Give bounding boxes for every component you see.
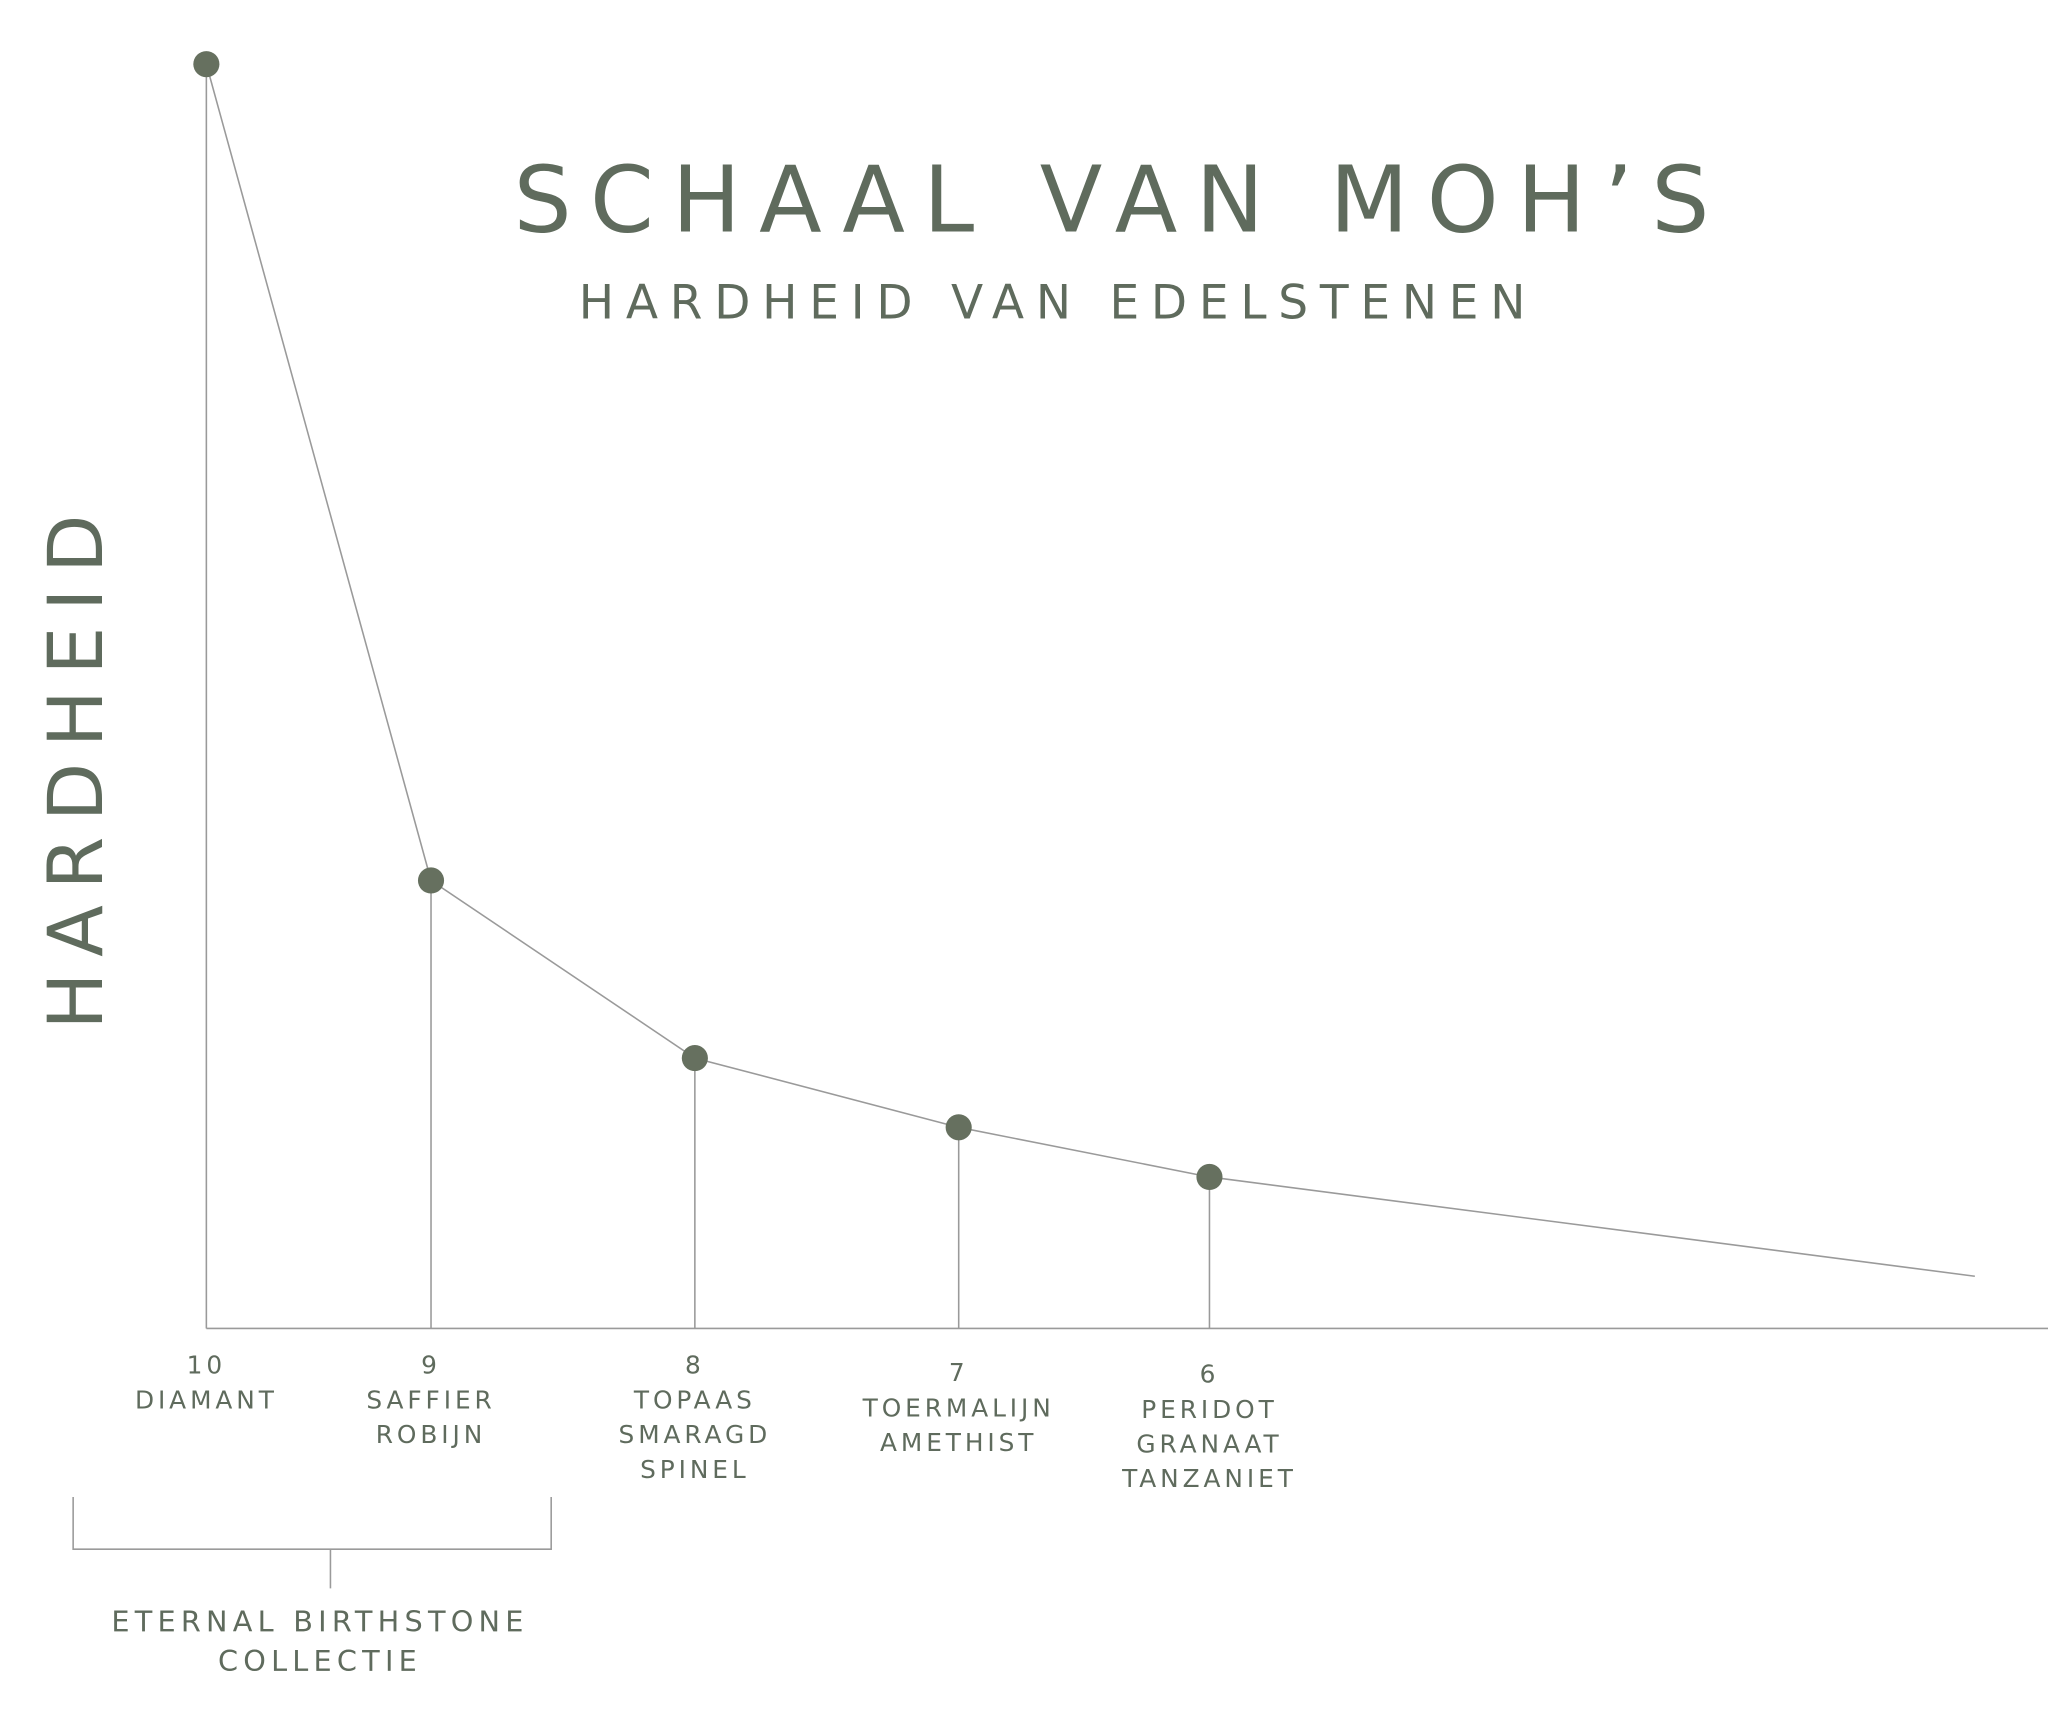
point	[1196, 1163, 1223, 1191]
value-label: 10	[187, 1350, 226, 1379]
point	[945, 1114, 972, 1141]
chart-subtitle: HARDHEID VAN EDELSTENEN	[579, 275, 1537, 330]
annotation: COLLECTIE	[218, 1644, 422, 1678]
line-tail	[1209, 1176, 1975, 1278]
y-axis-label: HARDHEID	[32, 499, 120, 1030]
value-label: 7	[949, 1358, 969, 1387]
category-label: ROBIJN	[376, 1420, 486, 1449]
value-label: 8	[685, 1350, 705, 1379]
category-label: SPINEL	[640, 1455, 750, 1484]
category-label: DIAMANT	[135, 1386, 278, 1415]
category-label: TANZANIET	[1121, 1464, 1297, 1493]
value-label: 6	[1200, 1359, 1220, 1388]
annotation: ETERNAL BIRTHSTONE	[111, 1605, 528, 1639]
category-label: SAFFIER	[366, 1386, 495, 1415]
bracket	[72, 1496, 552, 1589]
category-label: TOPAAS	[633, 1386, 756, 1415]
category-label: TOERMALIJN	[862, 1393, 1055, 1422]
category-label: AMETHIST	[880, 1428, 1037, 1457]
chart-title: SCHAAL VAN MOH’S	[514, 146, 1728, 253]
point	[193, 51, 220, 78]
category-label: PERIDOT	[1141, 1395, 1277, 1424]
value-label: 9	[421, 1350, 441, 1379]
category-label: SMARAGD	[619, 1420, 772, 1449]
point	[417, 867, 445, 894]
point	[681, 1045, 708, 1072]
category-label: GRANAAT	[1136, 1429, 1282, 1458]
